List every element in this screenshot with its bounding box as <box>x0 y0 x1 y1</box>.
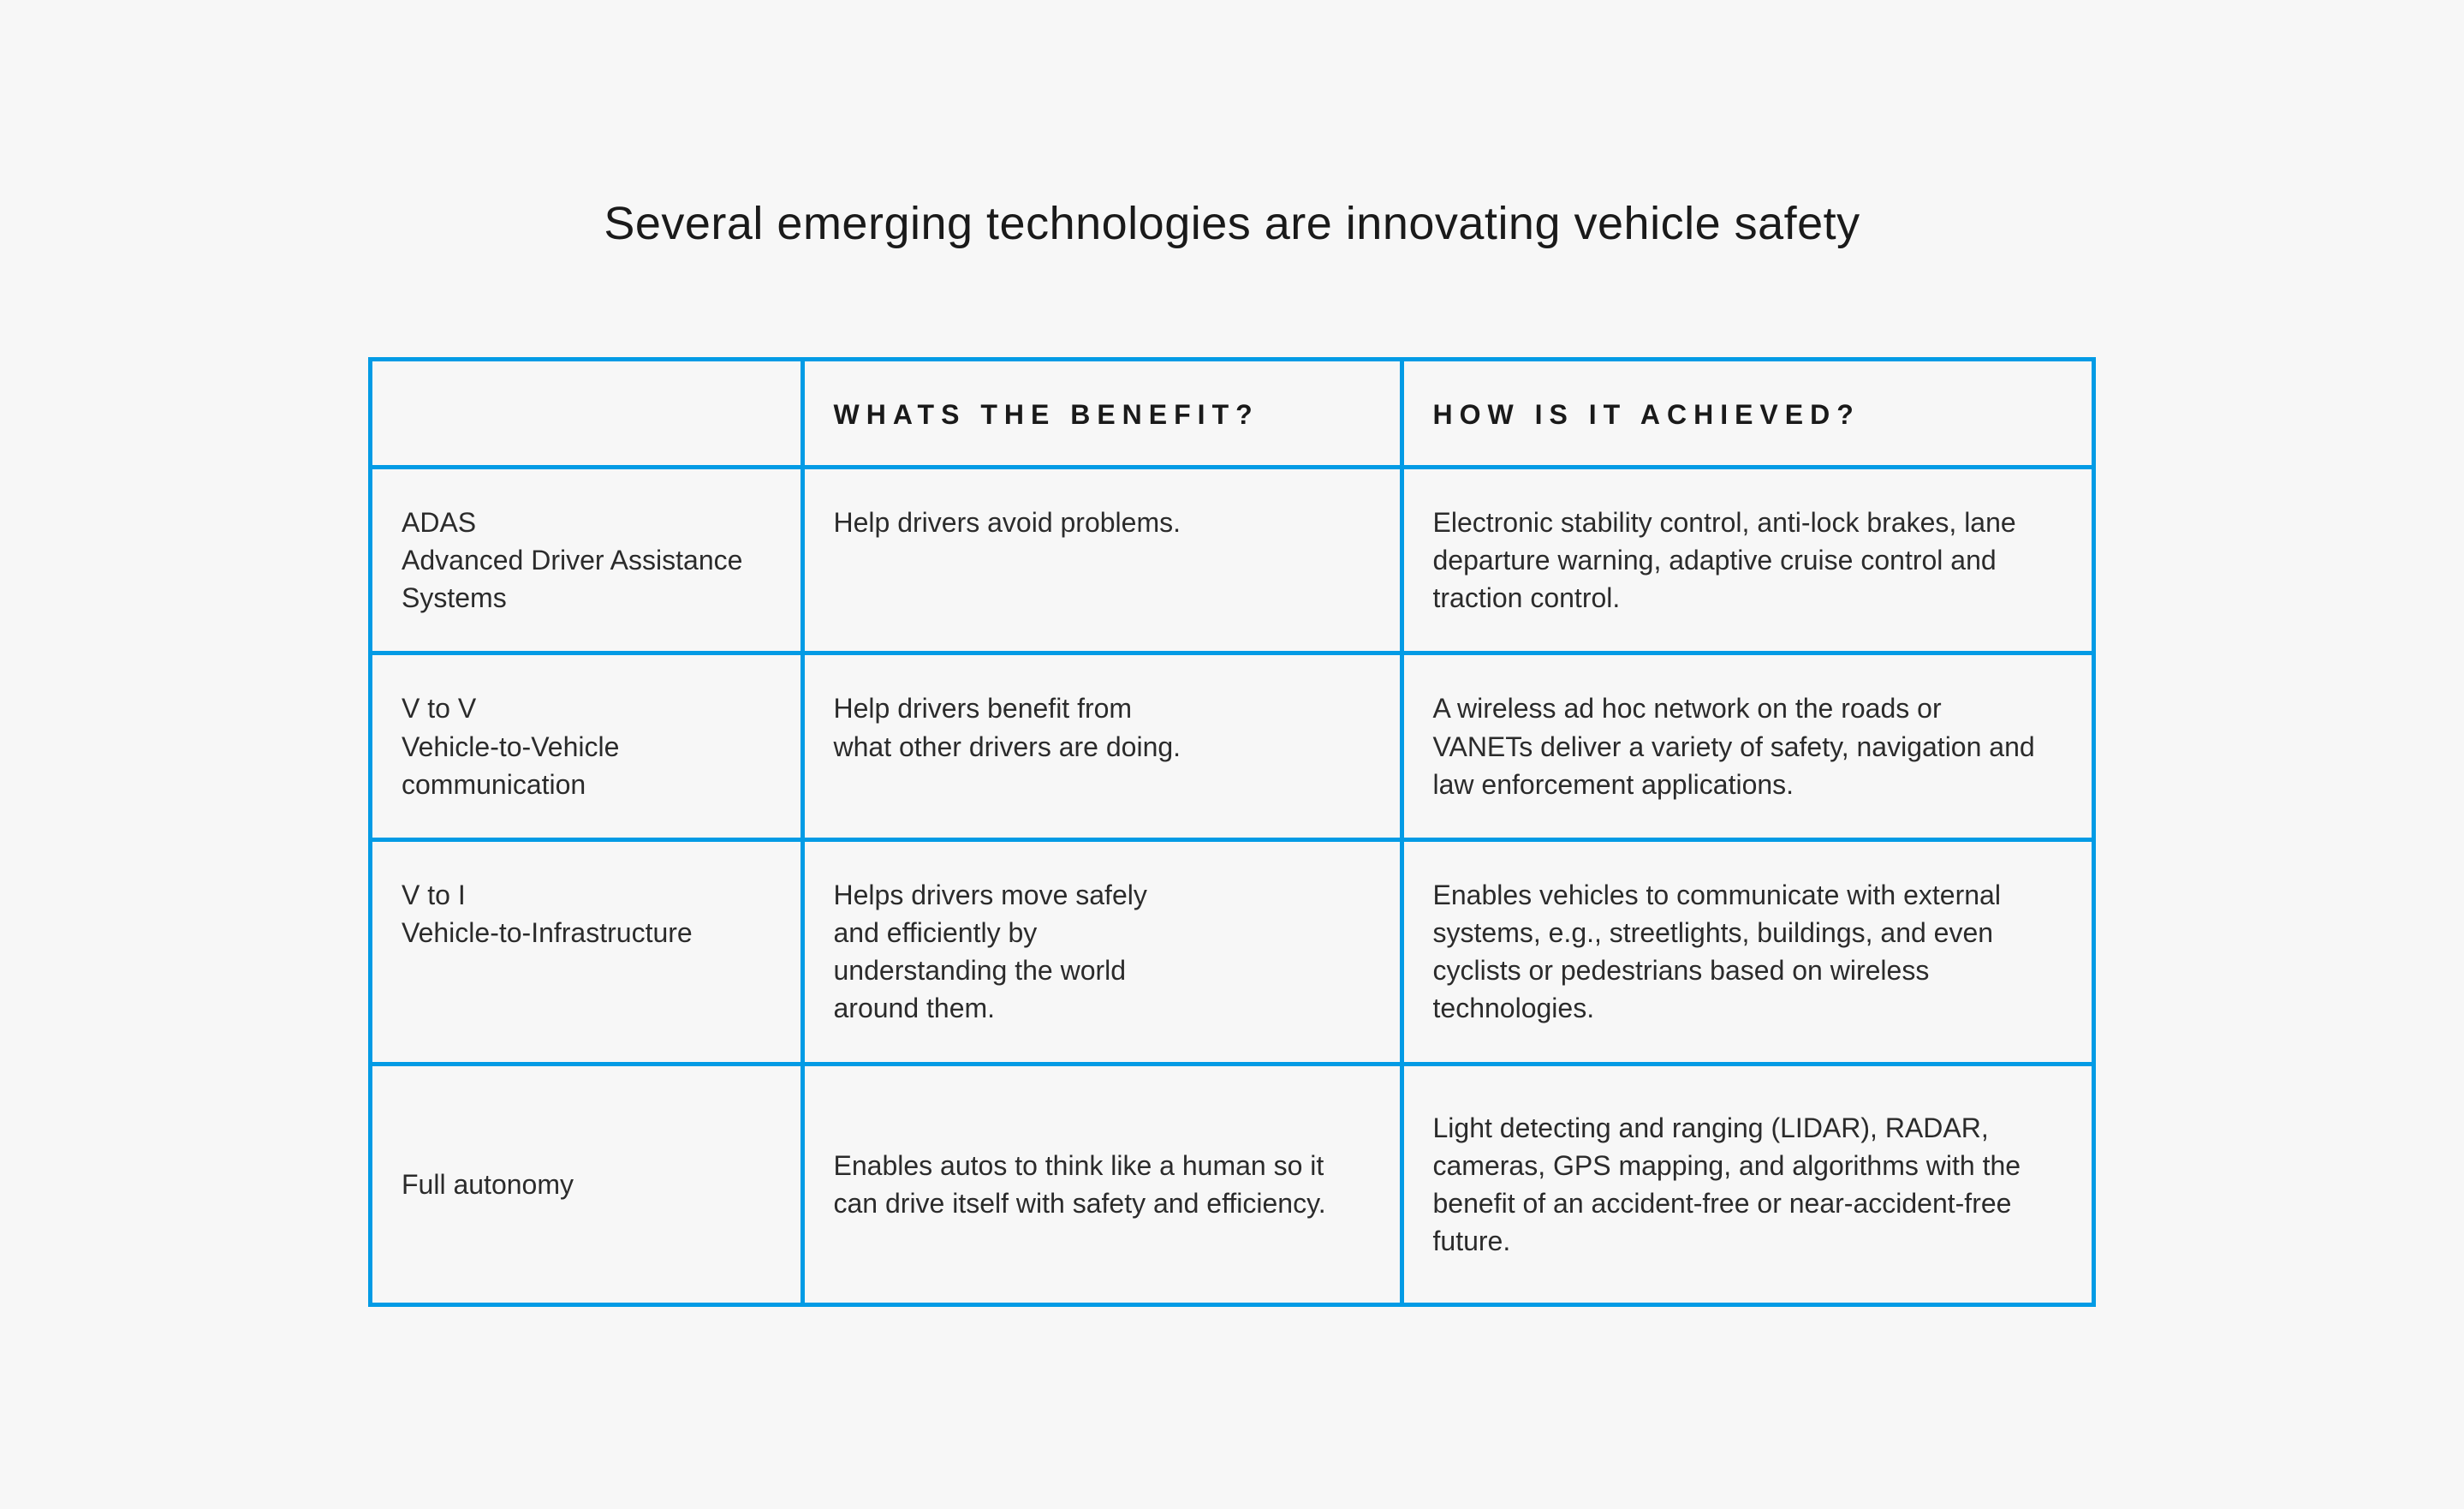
table-header-row: WHATS THE BENEFIT? HOW IS IT ACHIEVED? <box>372 361 2092 468</box>
page-title: Several emerging technologies are innova… <box>604 197 1860 250</box>
tech-how-cell: Enables vehicles to communicate with ext… <box>1402 839 2092 1064</box>
table-row: V to IVehicle-to-Infrastructure Helps dr… <box>372 839 2092 1064</box>
table-row: V to VVehicle-to-Vehicle communication H… <box>372 653 2092 839</box>
header-empty <box>372 361 802 468</box>
tech-benefit-cell: Help drivers avoid problems. <box>802 468 1402 653</box>
tech-how-cell: Light detecting and ranging (LIDAR), RAD… <box>1402 1064 2092 1303</box>
tech-benefit-cell: Help drivers benefit from what other dri… <box>802 653 1402 839</box>
tech-name-cell: Full autonomy <box>372 1064 802 1303</box>
header-how: HOW IS IT ACHIEVED? <box>1402 361 2092 468</box>
tech-name-cell: V to IVehicle-to-Infrastructure <box>372 839 802 1064</box>
header-benefit: WHATS THE BENEFIT? <box>802 361 1402 468</box>
tech-how-cell: A wireless ad hoc network on the roads o… <box>1402 653 2092 839</box>
tech-how-cell: Electronic stability control, anti-lock … <box>1402 468 2092 653</box>
tech-benefit-cell: Enables autos to think like a human so i… <box>802 1064 1402 1303</box>
technologies-table: WHATS THE BENEFIT? HOW IS IT ACHIEVED? A… <box>372 361 2092 1303</box>
technologies-table-container: WHATS THE BENEFIT? HOW IS IT ACHIEVED? A… <box>368 357 2096 1307</box>
table-row: ADASAdvanced Driver Assistance Systems H… <box>372 468 2092 653</box>
tech-benefit-cell: Helps drivers move safely and efficientl… <box>802 839 1402 1064</box>
table-row: Full autonomy Enables autos to think lik… <box>372 1064 2092 1303</box>
tech-name-cell: ADASAdvanced Driver Assistance Systems <box>372 468 802 653</box>
tech-name-cell: V to VVehicle-to-Vehicle communication <box>372 653 802 839</box>
